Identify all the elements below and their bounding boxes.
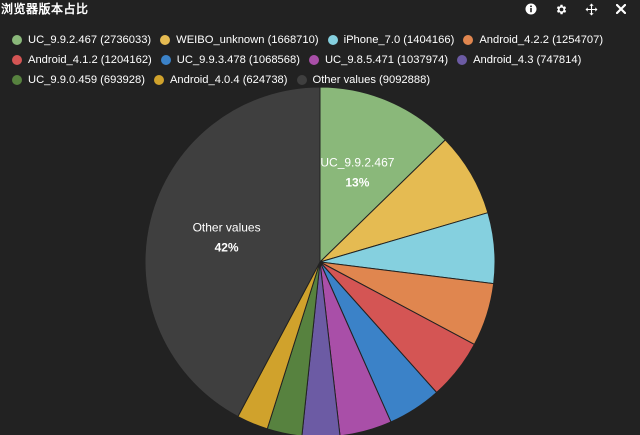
legend-item[interactable]: WEIBO_unknown (1668710) xyxy=(160,34,319,46)
legend-label: UC_9.9.2.467 (2736033) xyxy=(28,34,152,46)
legend-label: Android_4.3 (747814) xyxy=(473,54,582,66)
legend-swatch xyxy=(308,55,319,65)
legend-item[interactable]: Android_4.3 (747814) xyxy=(457,54,581,66)
legend-label: Android_4.1.2 (1204162) xyxy=(28,54,152,66)
move-icon xyxy=(585,3,597,15)
legend-row: UC_9.9.2.467 (2736033) WEIBO_unknown (166… xyxy=(12,30,637,50)
legend-label: UC_9.9.3.478 (1068568) xyxy=(176,54,300,66)
close-icon xyxy=(616,4,626,14)
legend-swatch xyxy=(296,75,307,85)
pie-slice-other-values[interactable] xyxy=(144,86,321,418)
legend-item[interactable]: Android_4.2.2 (1254707) xyxy=(463,34,603,46)
legend-label: UC_9.9.0.459 (693928) xyxy=(28,74,145,86)
settings-button[interactable] xyxy=(546,0,576,18)
pie-slice-uc-9-8-5-471[interactable] xyxy=(319,261,392,435)
legend-row: Android_4.1.2 (1204162) UC_9.9.3.478 (106… xyxy=(12,50,637,70)
legend-swatch xyxy=(160,35,171,45)
chart-legend: UC_9.9.2.467 (2736033) WEIBO_unknown (166… xyxy=(12,30,637,90)
legend-swatch xyxy=(12,75,22,85)
close-button[interactable] xyxy=(606,0,636,18)
slice-label: UC_9.9.2.467 xyxy=(320,155,394,169)
legend-label: Android_4.0.4 (624738) xyxy=(169,74,288,86)
legend-item[interactable]: UC_9.9.3.478 (1068568) xyxy=(160,54,300,66)
slice-label: Other values xyxy=(193,221,261,235)
info-button[interactable] xyxy=(516,0,546,18)
gear-icon xyxy=(556,4,566,14)
legend-item[interactable]: Other values (9092888) xyxy=(296,74,431,86)
legend-item[interactable]: Android_4.1.2 (1204162) xyxy=(12,54,152,66)
legend-swatch xyxy=(160,55,171,65)
panel-title: 浏览器版本占比 xyxy=(1,2,89,16)
info-icon xyxy=(525,3,537,15)
pie-slice-uc-9-9-2-467[interactable] xyxy=(319,86,447,264)
legend-swatch xyxy=(463,35,474,45)
legend-item[interactable]: UC_9.8.5.471 (1037974) xyxy=(308,54,449,66)
legend-label: WEIBO_unknown (1668710) xyxy=(176,34,319,46)
legend-item[interactable]: UC_9.9.2.467 (2736033) xyxy=(12,34,151,46)
legend-label: UC_9.8.5.471 (1037974) xyxy=(324,54,449,66)
legend-label: Other values (9092888) xyxy=(312,74,431,86)
legend-swatch xyxy=(153,75,164,85)
pie-slice-android-4-3[interactable] xyxy=(301,261,341,435)
legend-row: UC_9.9.0.459 (693928) Android_4.0.4 (6247… xyxy=(12,70,637,90)
legend-item[interactable]: Android_4.0.4 (624738) xyxy=(153,74,288,86)
panel-toolbar xyxy=(516,0,636,18)
legend-label: Android_4.2.2 (1254707) xyxy=(479,34,604,46)
slice-percent-label: 42% xyxy=(215,241,239,255)
move-button[interactable] xyxy=(576,0,606,18)
slice-percent-label: 13% xyxy=(345,175,369,189)
legend-item[interactable]: UC_9.9.0.459 (693928) xyxy=(12,74,145,86)
legend-swatch xyxy=(12,35,22,45)
legend-swatch xyxy=(327,35,338,45)
legend-item[interactable]: iPhone_7.0 (1404166) xyxy=(327,34,455,46)
legend-swatch xyxy=(12,55,22,65)
legend-label: iPhone_7.0 (1404166) xyxy=(343,34,455,46)
legend-swatch xyxy=(457,55,468,65)
